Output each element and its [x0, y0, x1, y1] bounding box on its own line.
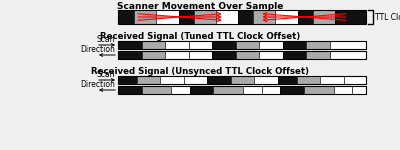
- Text: Scan: Scan: [96, 70, 115, 79]
- Bar: [165, 41, 189, 49]
- Bar: [134, 10, 156, 24]
- Bar: [298, 10, 313, 24]
- Bar: [276, 10, 298, 24]
- Bar: [142, 86, 171, 94]
- Bar: [118, 51, 366, 59]
- Bar: [259, 51, 283, 59]
- Bar: [189, 51, 212, 59]
- Bar: [156, 10, 179, 24]
- Bar: [214, 86, 243, 94]
- Bar: [207, 76, 231, 84]
- Bar: [283, 41, 306, 49]
- Bar: [259, 41, 283, 49]
- Text: Scan: Scan: [96, 35, 115, 44]
- Bar: [118, 41, 366, 49]
- Bar: [165, 51, 189, 59]
- Bar: [306, 51, 330, 59]
- Bar: [194, 10, 216, 24]
- Bar: [344, 76, 366, 84]
- Bar: [118, 10, 134, 24]
- Bar: [118, 41, 142, 49]
- Bar: [118, 51, 142, 59]
- Bar: [296, 76, 320, 84]
- Text: TTL Clock: TTL Clock: [375, 12, 400, 21]
- Bar: [142, 51, 165, 59]
- Bar: [142, 41, 165, 49]
- Bar: [236, 51, 259, 59]
- Bar: [330, 41, 366, 49]
- Bar: [190, 86, 214, 94]
- Bar: [189, 41, 212, 49]
- Bar: [335, 10, 366, 24]
- Bar: [243, 86, 262, 94]
- Bar: [184, 76, 207, 84]
- Text: Scanner Movement Over Sample: Scanner Movement Over Sample: [117, 2, 283, 11]
- Bar: [253, 10, 276, 24]
- Text: Direction: Direction: [80, 80, 115, 89]
- Bar: [216, 10, 238, 24]
- Bar: [330, 51, 366, 59]
- Bar: [118, 86, 142, 94]
- Bar: [352, 86, 366, 94]
- Bar: [212, 51, 236, 59]
- Bar: [118, 10, 366, 24]
- Bar: [306, 41, 330, 49]
- Text: Direction: Direction: [80, 45, 115, 54]
- Bar: [160, 76, 184, 84]
- Bar: [136, 76, 160, 84]
- Bar: [320, 76, 344, 84]
- Bar: [171, 86, 190, 94]
- Bar: [278, 76, 296, 84]
- Bar: [231, 76, 254, 84]
- Bar: [280, 86, 304, 94]
- Bar: [304, 86, 334, 94]
- Bar: [118, 76, 366, 84]
- Text: Received Signal (Unsynced TTL Clock Offset): Received Signal (Unsynced TTL Clock Offs…: [91, 67, 309, 76]
- Bar: [236, 41, 259, 49]
- Bar: [118, 86, 366, 94]
- Bar: [262, 86, 280, 94]
- Bar: [212, 41, 236, 49]
- Bar: [313, 10, 335, 24]
- Bar: [254, 76, 278, 84]
- Bar: [179, 10, 194, 24]
- Bar: [334, 86, 352, 94]
- Bar: [238, 10, 253, 24]
- Text: Received Signal (Tuned TTL Clock Offset): Received Signal (Tuned TTL Clock Offset): [100, 32, 300, 41]
- Bar: [283, 51, 306, 59]
- Bar: [118, 76, 136, 84]
